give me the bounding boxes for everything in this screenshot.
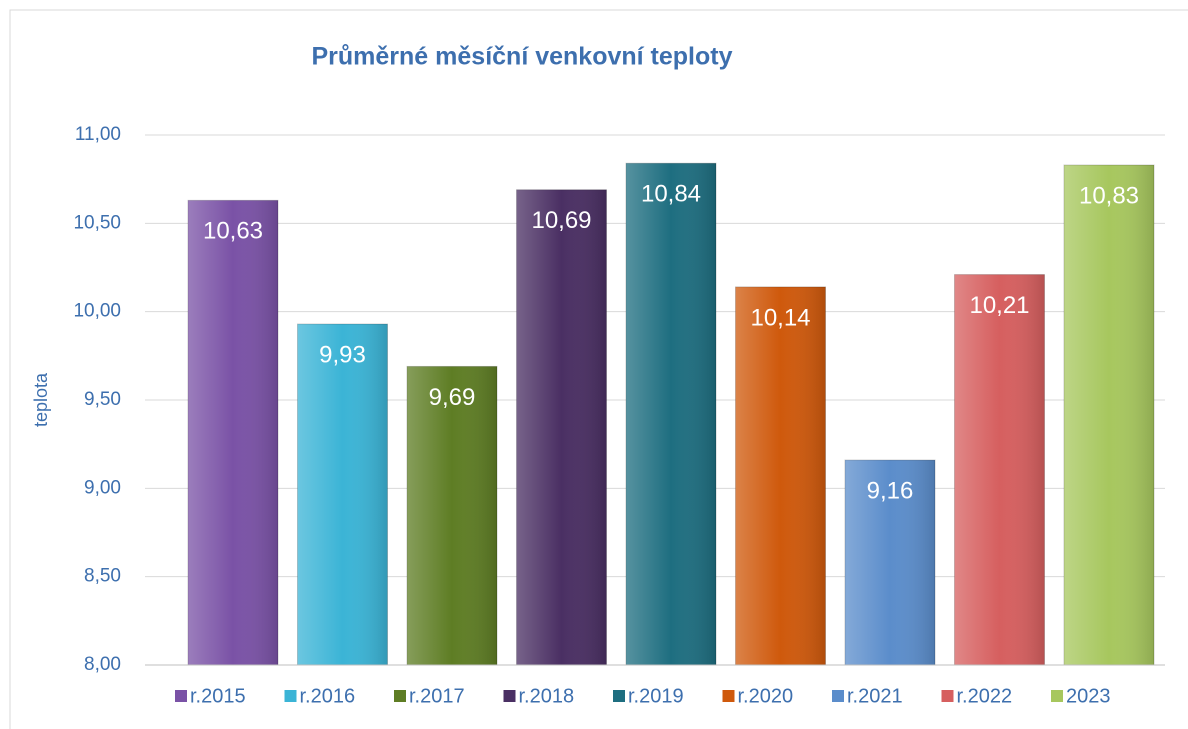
value-label: 9,16 [867, 477, 914, 504]
y-axis-label: teplota [31, 372, 51, 427]
y-tick-label: 9,00 [84, 477, 121, 498]
legend-marker [941, 690, 954, 702]
legend-marker [394, 690, 406, 702]
y-tick-label: 9,50 [84, 389, 121, 410]
bar-shine [845, 460, 935, 665]
bar-shine [407, 366, 497, 665]
value-label: 9,69 [429, 384, 476, 411]
chart-frame [9, 9, 1188, 729]
value-label: 10,84 [641, 181, 701, 208]
value-label: 9,93 [319, 341, 366, 368]
legend-label: r.2018 [519, 685, 575, 707]
legend-marker [832, 690, 844, 702]
y-tick-label: 10,50 [73, 212, 121, 233]
legend-label: r.2020 [738, 685, 794, 707]
y-tick-label: 8,00 [84, 654, 121, 675]
bar-shine [297, 324, 388, 665]
legend-marker [1051, 690, 1063, 702]
bar-shine [954, 274, 1045, 665]
bar-shine [516, 189, 607, 665]
legend-marker [722, 690, 735, 702]
bar-shine [188, 200, 278, 665]
legend-marker [175, 690, 187, 702]
value-label: 10,14 [750, 304, 810, 331]
legend-label: r.2019 [628, 685, 684, 707]
legend-label: r.2021 [847, 685, 903, 707]
legend-label: r.2015 [190, 685, 246, 707]
legend-label: 2023 [1066, 685, 1111, 707]
legend-label: r.2022 [957, 685, 1013, 707]
y-tick-label: 11,00 [75, 124, 121, 145]
value-label: 10,83 [1079, 182, 1139, 209]
legend-label: r.2016 [300, 685, 356, 707]
chart-title: Průměrné měsíční venkovní teploty [312, 43, 733, 71]
y-tick-label: 8,50 [84, 566, 121, 587]
bar-shine [735, 286, 826, 665]
legend-marker [613, 690, 625, 702]
value-label: 10,21 [969, 292, 1029, 319]
value-label: 10,63 [203, 218, 263, 245]
bar-shine [1064, 165, 1154, 666]
legend-marker [503, 690, 516, 702]
y-tick-label: 10,00 [73, 301, 121, 322]
value-label: 10,69 [531, 207, 591, 234]
bar-shine [626, 163, 716, 665]
legend-label: r.2017 [409, 685, 465, 707]
legend-marker [284, 690, 297, 702]
